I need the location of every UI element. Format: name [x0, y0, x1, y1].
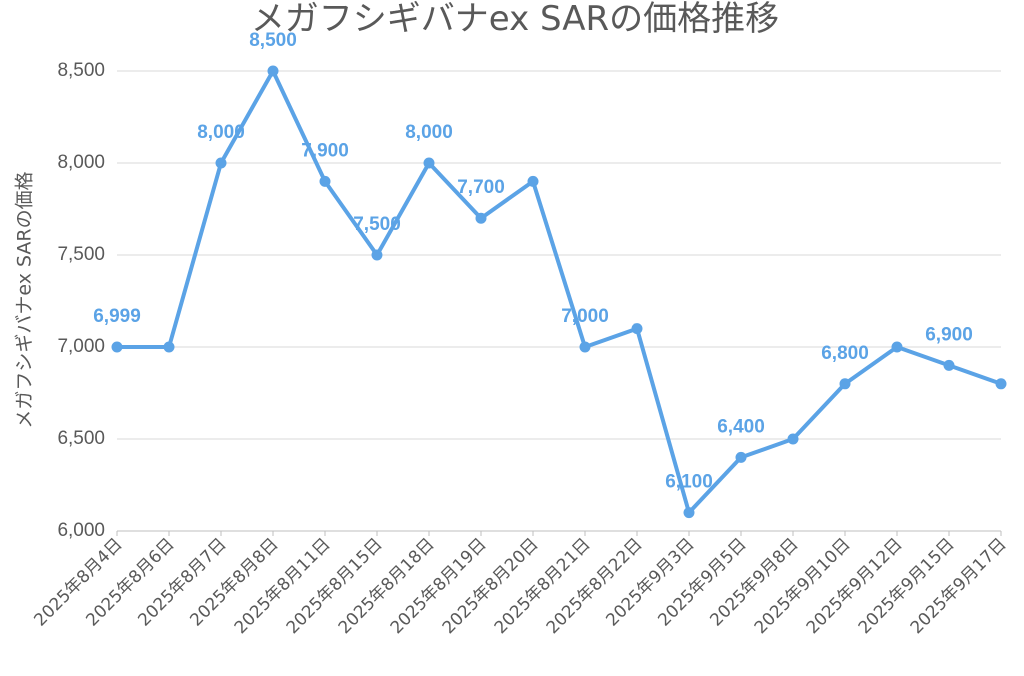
y-tick-label: 8,000	[57, 152, 105, 173]
x-tick-label: 2025年8月20日	[439, 534, 543, 638]
data-label: 7,700	[457, 177, 505, 198]
data-label: 6,400	[717, 416, 765, 437]
data-point	[891, 341, 903, 353]
gridlines	[117, 70, 1001, 532]
data-point	[527, 175, 539, 187]
data-point	[579, 341, 591, 353]
series-line	[115, 69, 1003, 515]
y-tick-label: 7,500	[57, 244, 105, 265]
data-label: 6,800	[821, 343, 869, 364]
x-tick-label: 2025年8月19日	[387, 534, 491, 638]
data-label: 6,999	[93, 306, 141, 327]
x-tick-label: 2025年8月15日	[283, 534, 387, 638]
data-point	[267, 65, 279, 77]
data-point	[995, 378, 1007, 390]
data-point	[371, 249, 383, 261]
data-point	[215, 157, 227, 169]
data-point	[787, 433, 799, 445]
x-tick-label: 2025年9月12日	[803, 534, 907, 638]
data-label: 6,100	[665, 472, 713, 493]
y-tick-labels: 6,000 6,500 7,000 7,500 8,000 8,500	[57, 60, 105, 541]
x-tick-label: 2025年8月21日	[491, 534, 595, 638]
data-label: 7,500	[353, 214, 401, 235]
data-point	[163, 341, 175, 353]
y-axis-label: メガフシギバナex SARの価格	[14, 171, 36, 428]
data-label: 7,000	[561, 306, 609, 327]
data-point	[475, 212, 487, 224]
x-tick-label: 2025年8月4日	[30, 534, 126, 630]
data-point	[943, 359, 955, 371]
y-tick-label: 6,000	[57, 520, 105, 541]
data-point	[839, 378, 851, 390]
y-tick-label: 6,500	[57, 428, 105, 449]
data-label: 8,000	[197, 122, 245, 143]
x-tick-label: 2025年9月17日	[907, 534, 1011, 638]
y-tick-label: 7,000	[57, 336, 105, 357]
x-tick-label: 2025年9月15日	[855, 534, 959, 638]
price-series	[111, 65, 1007, 519]
y-tick-label: 8,500	[57, 60, 105, 81]
data-point	[319, 175, 331, 187]
x-tick-label: 2025年9月10日	[751, 534, 855, 638]
data-label: 8,500	[249, 30, 297, 51]
data-point	[631, 323, 643, 335]
data-labels: 6,999 8,000 8,500 7,900 7,500 8,000 7,700 7,000…	[93, 30, 973, 493]
chart-title: メガフシギバナex SARの価格推移	[251, 0, 779, 39]
x-tick-label: 2025年8月22日	[543, 534, 647, 638]
x-tick-label: 2025年8月18日	[335, 534, 439, 638]
data-point	[423, 157, 435, 169]
data-point	[683, 507, 695, 519]
data-point	[735, 451, 747, 463]
data-point	[111, 341, 123, 353]
data-label: 7,900	[301, 140, 349, 161]
x-tick-labels: 2025年8月4日2025年8月6日2025年8月7日2025年8月8日2025…	[30, 531, 1011, 638]
data-label: 6,900	[925, 324, 973, 345]
x-tick-label: 2025年8月11日	[231, 534, 335, 638]
data-label: 8,000	[405, 122, 453, 143]
